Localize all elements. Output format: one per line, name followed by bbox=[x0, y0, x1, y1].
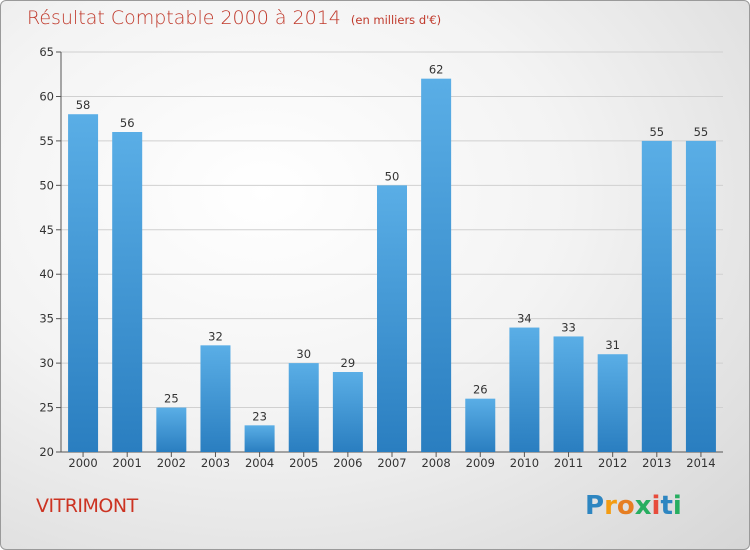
x-tick-label: 2012 bbox=[598, 456, 627, 470]
y-tick-label: 25 bbox=[39, 401, 54, 415]
y-tick-label: 55 bbox=[39, 134, 54, 148]
logo-letter: P bbox=[585, 491, 605, 521]
chart-title-main: Résultat Comptable 2000 à 2014 bbox=[27, 7, 341, 29]
proxiti-logo[interactable]: Proxiti bbox=[585, 491, 682, 521]
bar bbox=[597, 354, 628, 452]
y-tick-label: 40 bbox=[39, 267, 54, 281]
bar bbox=[377, 185, 407, 453]
bar bbox=[244, 425, 275, 452]
bar-value-label: 30 bbox=[296, 347, 311, 361]
bar-value-label: 58 bbox=[76, 98, 91, 112]
x-tick-label: 2005 bbox=[289, 456, 318, 470]
bar-value-label: 50 bbox=[385, 169, 400, 183]
logo-letter: o bbox=[616, 491, 635, 521]
bar-value-label: 55 bbox=[694, 125, 709, 139]
bar bbox=[68, 114, 99, 452]
bar bbox=[288, 363, 319, 452]
bar-value-label: 25 bbox=[164, 392, 179, 406]
bar bbox=[685, 140, 716, 452]
y-tick-label: 35 bbox=[39, 312, 54, 326]
bar bbox=[421, 78, 452, 453]
logo-letter: t bbox=[660, 491, 673, 521]
x-tick-label: 2001 bbox=[113, 456, 142, 470]
chart-title: Résultat Comptable 2000 à 2014 (en millie… bbox=[27, 7, 441, 29]
y-tick-label: 50 bbox=[39, 178, 54, 192]
y-tick-label: 30 bbox=[39, 356, 54, 370]
bar-value-label: 33 bbox=[561, 320, 576, 334]
x-tick-label: 2004 bbox=[245, 456, 274, 470]
bar-value-label: 56 bbox=[120, 116, 135, 130]
x-tick-label: 2013 bbox=[642, 456, 671, 470]
y-tick-label: 20 bbox=[39, 445, 54, 459]
bar-value-label: 23 bbox=[252, 409, 267, 423]
logo-letter: r bbox=[604, 491, 617, 521]
x-tick-label: 2008 bbox=[421, 456, 450, 470]
bar-value-label: 29 bbox=[341, 356, 356, 370]
x-tick-label: 2009 bbox=[466, 456, 495, 470]
bar bbox=[553, 336, 584, 452]
chart-subtitle: (en milliers d'€) bbox=[350, 13, 442, 27]
bar-value-label: 32 bbox=[208, 329, 223, 343]
bar-value-label: 34 bbox=[517, 312, 532, 326]
x-tick-label: 2014 bbox=[686, 456, 715, 470]
logo-letter: i bbox=[651, 491, 661, 521]
x-tick-label: 2011 bbox=[554, 456, 583, 470]
bar bbox=[465, 398, 496, 452]
bar bbox=[112, 132, 143, 452]
x-tick-label: 2002 bbox=[157, 456, 186, 470]
bar-value-label: 31 bbox=[605, 338, 620, 352]
x-tick-label: 2003 bbox=[201, 456, 230, 470]
logo-letter: x bbox=[634, 491, 652, 521]
x-tick-label: 2010 bbox=[510, 456, 539, 470]
x-tick-label: 2000 bbox=[68, 456, 97, 470]
x-tick-label: 2007 bbox=[377, 456, 406, 470]
y-tick-label: 65 bbox=[39, 45, 54, 59]
y-tick-label: 45 bbox=[39, 223, 54, 237]
bar bbox=[641, 140, 672, 452]
y-tick-label: 60 bbox=[39, 89, 54, 103]
bar bbox=[200, 345, 231, 452]
bar-value-label: 62 bbox=[429, 63, 444, 77]
bar bbox=[509, 327, 540, 452]
commune-name: VITRIMONT bbox=[36, 495, 138, 517]
bar bbox=[332, 372, 363, 452]
bar-value-label: 26 bbox=[473, 383, 488, 397]
x-tick-label: 2006 bbox=[333, 456, 362, 470]
logo-letter: i bbox=[672, 491, 682, 521]
bar-value-label: 55 bbox=[649, 125, 664, 139]
bar bbox=[156, 407, 187, 452]
